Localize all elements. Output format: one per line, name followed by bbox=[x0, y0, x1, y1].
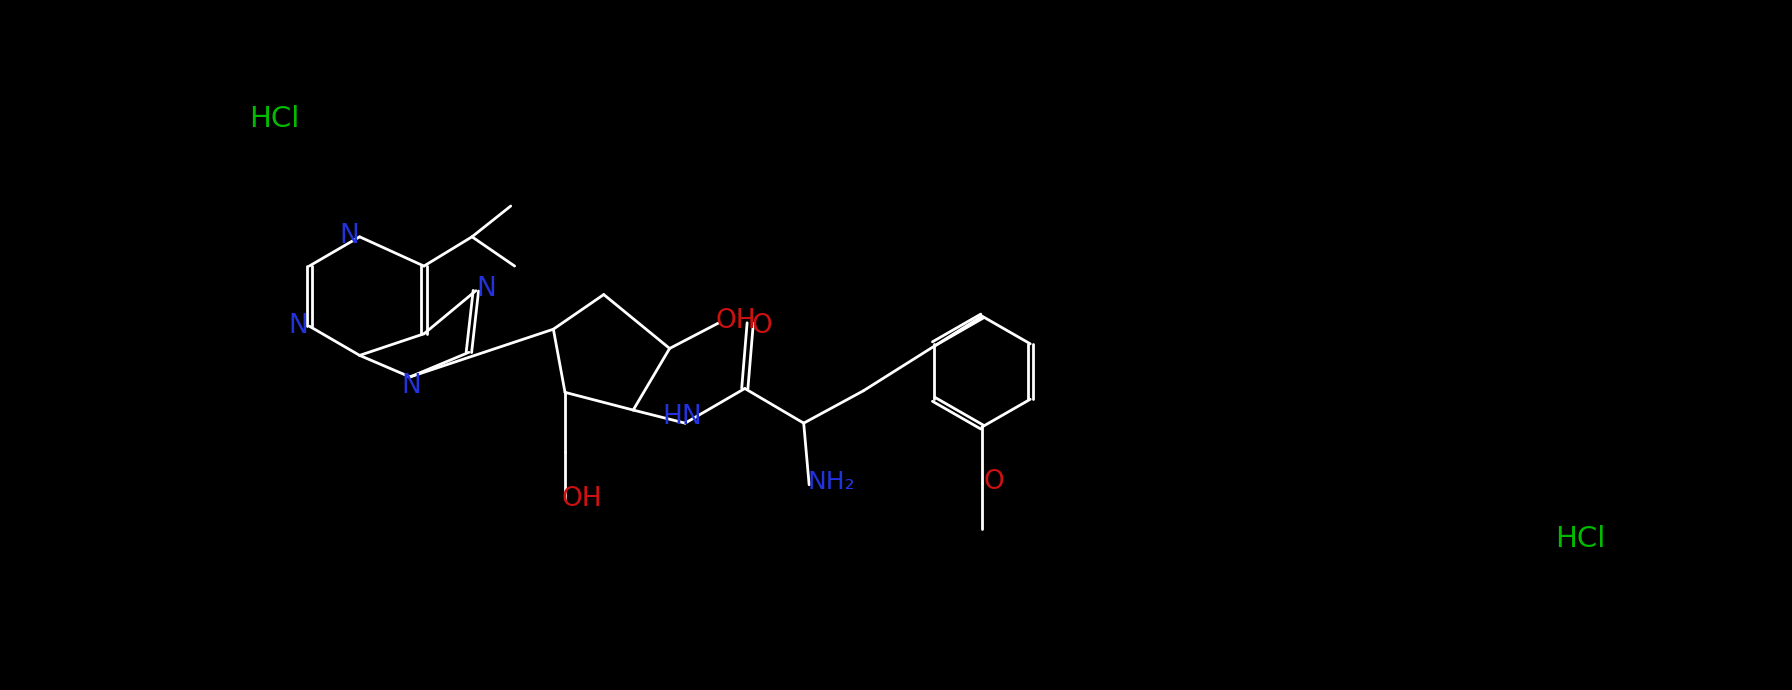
Text: O: O bbox=[984, 469, 1004, 495]
Text: HN: HN bbox=[663, 404, 702, 430]
Text: NH₂: NH₂ bbox=[806, 470, 855, 493]
Text: N: N bbox=[339, 223, 358, 249]
Text: N: N bbox=[401, 373, 421, 400]
Text: N: N bbox=[477, 276, 496, 302]
Text: OH: OH bbox=[561, 486, 602, 511]
Text: HCl: HCl bbox=[1555, 525, 1606, 553]
Text: O: O bbox=[751, 313, 772, 339]
Text: OH: OH bbox=[715, 308, 756, 335]
Text: N: N bbox=[289, 313, 308, 339]
Text: HCl: HCl bbox=[249, 105, 299, 133]
